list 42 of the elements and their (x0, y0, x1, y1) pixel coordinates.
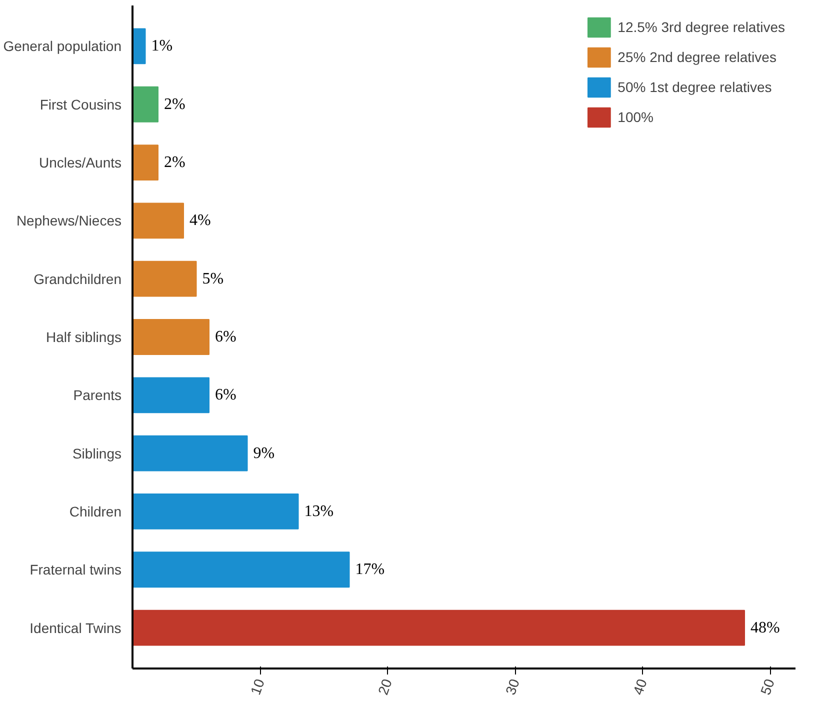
x-tick-label: 30 (502, 676, 523, 697)
y-tick-label: Siblings (72, 445, 122, 462)
legend-label: 12.5% 3rd degree relatives (618, 19, 785, 35)
x-tick-label: 40 (630, 676, 650, 697)
y-tick-label: Grandchildren (34, 270, 122, 287)
bar (132, 610, 745, 646)
data-label: 48% (750, 619, 780, 636)
bar (132, 552, 350, 588)
x-tick-label: 10 (247, 676, 268, 697)
legend-label: 100% (618, 109, 654, 125)
bar (132, 86, 158, 122)
data-label: 2% (164, 154, 186, 172)
y-tick-label: Parents (73, 387, 122, 404)
legend-label: 25% 2nd degree relatives (618, 49, 776, 65)
y-tick-label: First Cousins (40, 96, 122, 112)
y-tick-label: General population (3, 38, 122, 54)
bar (132, 202, 184, 239)
y-tick-label: Half siblings (46, 329, 122, 345)
legend-label: 50% 1st degree relatives (618, 79, 772, 95)
data-label: 5% (202, 270, 224, 288)
y-tick-label: Children (69, 503, 122, 520)
y-tick-label: Nephews/Nieces (16, 212, 122, 229)
data-label: 2% (164, 96, 186, 113)
bar (132, 494, 299, 530)
data-label: 9% (253, 444, 275, 462)
bar (132, 260, 197, 297)
bar (132, 144, 158, 180)
y-tick-label: Uncles/Aunts (39, 154, 122, 171)
bar (132, 435, 248, 472)
y-tick-label: Identical Twins (30, 620, 122, 636)
data-label: 4% (190, 212, 211, 230)
data-label: 6% (215, 386, 236, 404)
x-tick-label: 20 (374, 676, 396, 697)
bar (132, 28, 146, 64)
data-label: 6% (215, 328, 236, 346)
bar (132, 377, 210, 414)
y-tick-label: Fraternal twins (30, 562, 122, 578)
data-label: 17% (355, 561, 385, 578)
data-label: 1% (151, 38, 173, 55)
x-tick-label: 50 (757, 676, 778, 697)
bar (132, 319, 210, 355)
data-label: 13% (304, 502, 334, 520)
